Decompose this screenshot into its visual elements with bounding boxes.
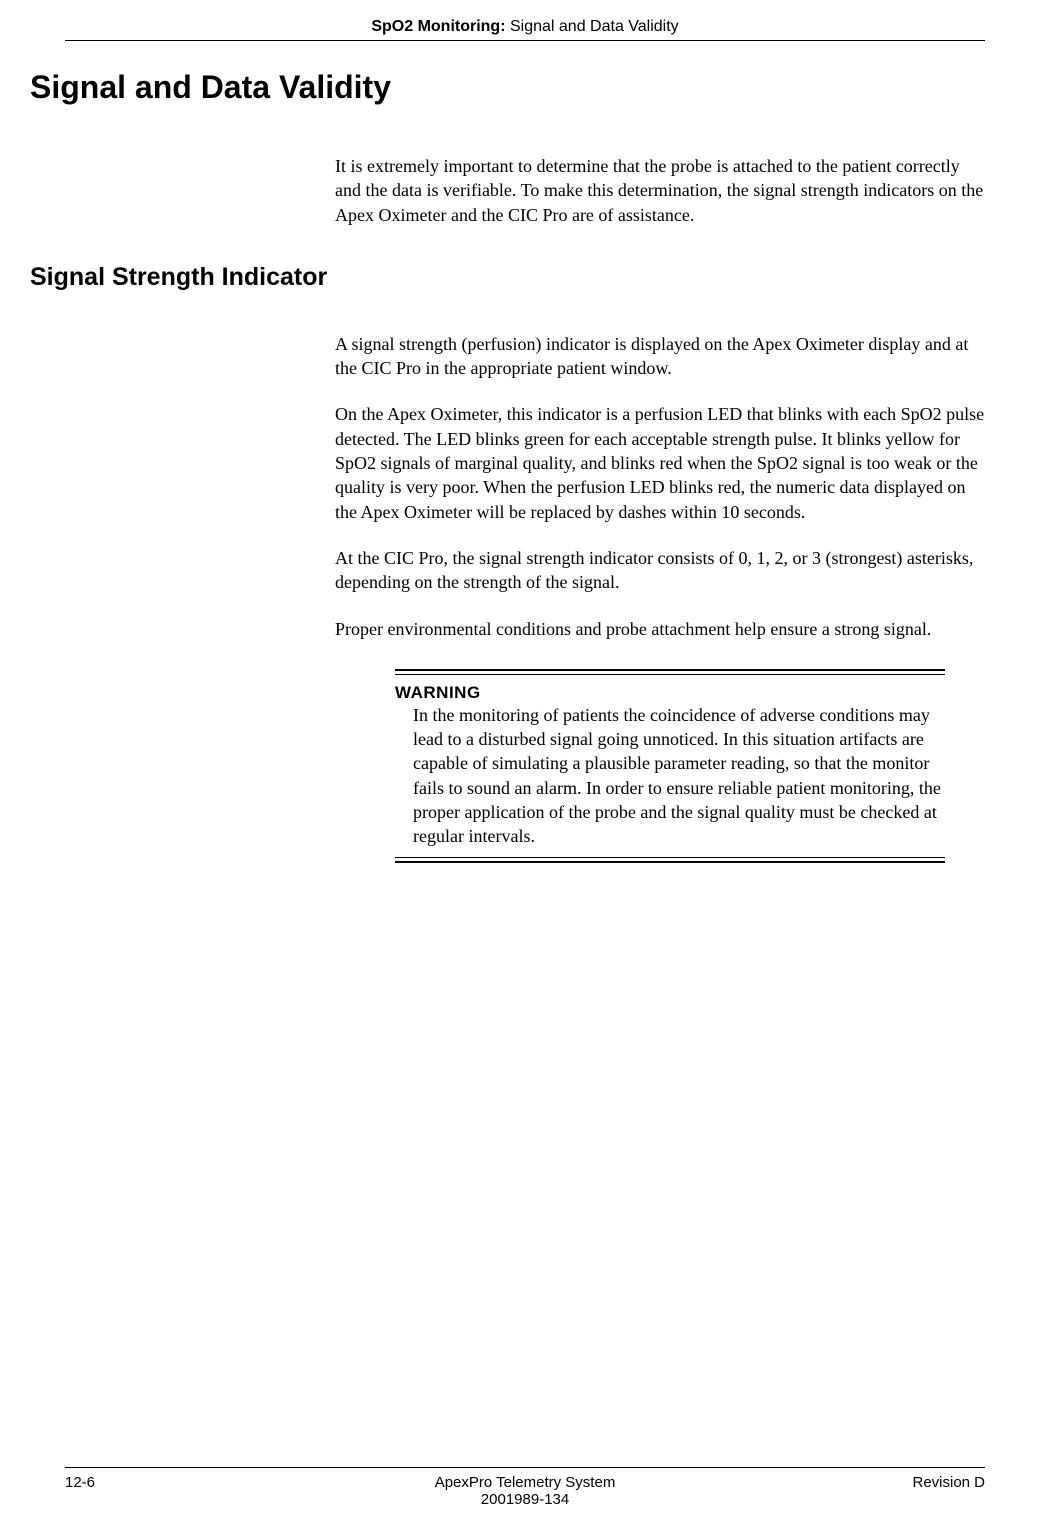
header-section-normal: Signal and Data Validity <box>506 18 679 35</box>
footer-doc-number: 2001989-134 <box>372 1491 679 1508</box>
header-section-bold: SpO2 Monitoring: <box>371 18 505 35</box>
paragraph-3: At the CIC Pro, the signal strength indi… <box>335 546 985 595</box>
paragraph-1: A signal strength (perfusion) indicator … <box>335 332 985 381</box>
footer-product-name: ApexPro Telemetry System <box>372 1474 679 1491</box>
warning-box: WARNING In the monitoring of patients th… <box>395 669 945 863</box>
main-heading: Signal and Data Validity <box>30 69 985 106</box>
page-header: SpO2 Monitoring: Signal and Data Validit… <box>65 18 985 41</box>
footer-revision: Revision D <box>678 1474 985 1491</box>
sub-heading: Signal Strength Indicator <box>30 263 985 292</box>
warning-label: WARNING <box>395 683 945 703</box>
page-footer: 12-6 ApexPro Telemetry System 2001989-13… <box>65 1467 985 1508</box>
paragraph-2: On the Apex Oximeter, this indicator is … <box>335 402 985 523</box>
paragraph-4: Proper environmental conditions and prob… <box>335 617 985 641</box>
warning-inner: WARNING In the monitoring of patients th… <box>395 674 945 858</box>
warning-text: In the monitoring of patients the coinci… <box>395 703 945 849</box>
intro-paragraph: It is extremely important to determine t… <box>335 154 985 227</box>
footer-page-number: 12-6 <box>65 1474 372 1491</box>
